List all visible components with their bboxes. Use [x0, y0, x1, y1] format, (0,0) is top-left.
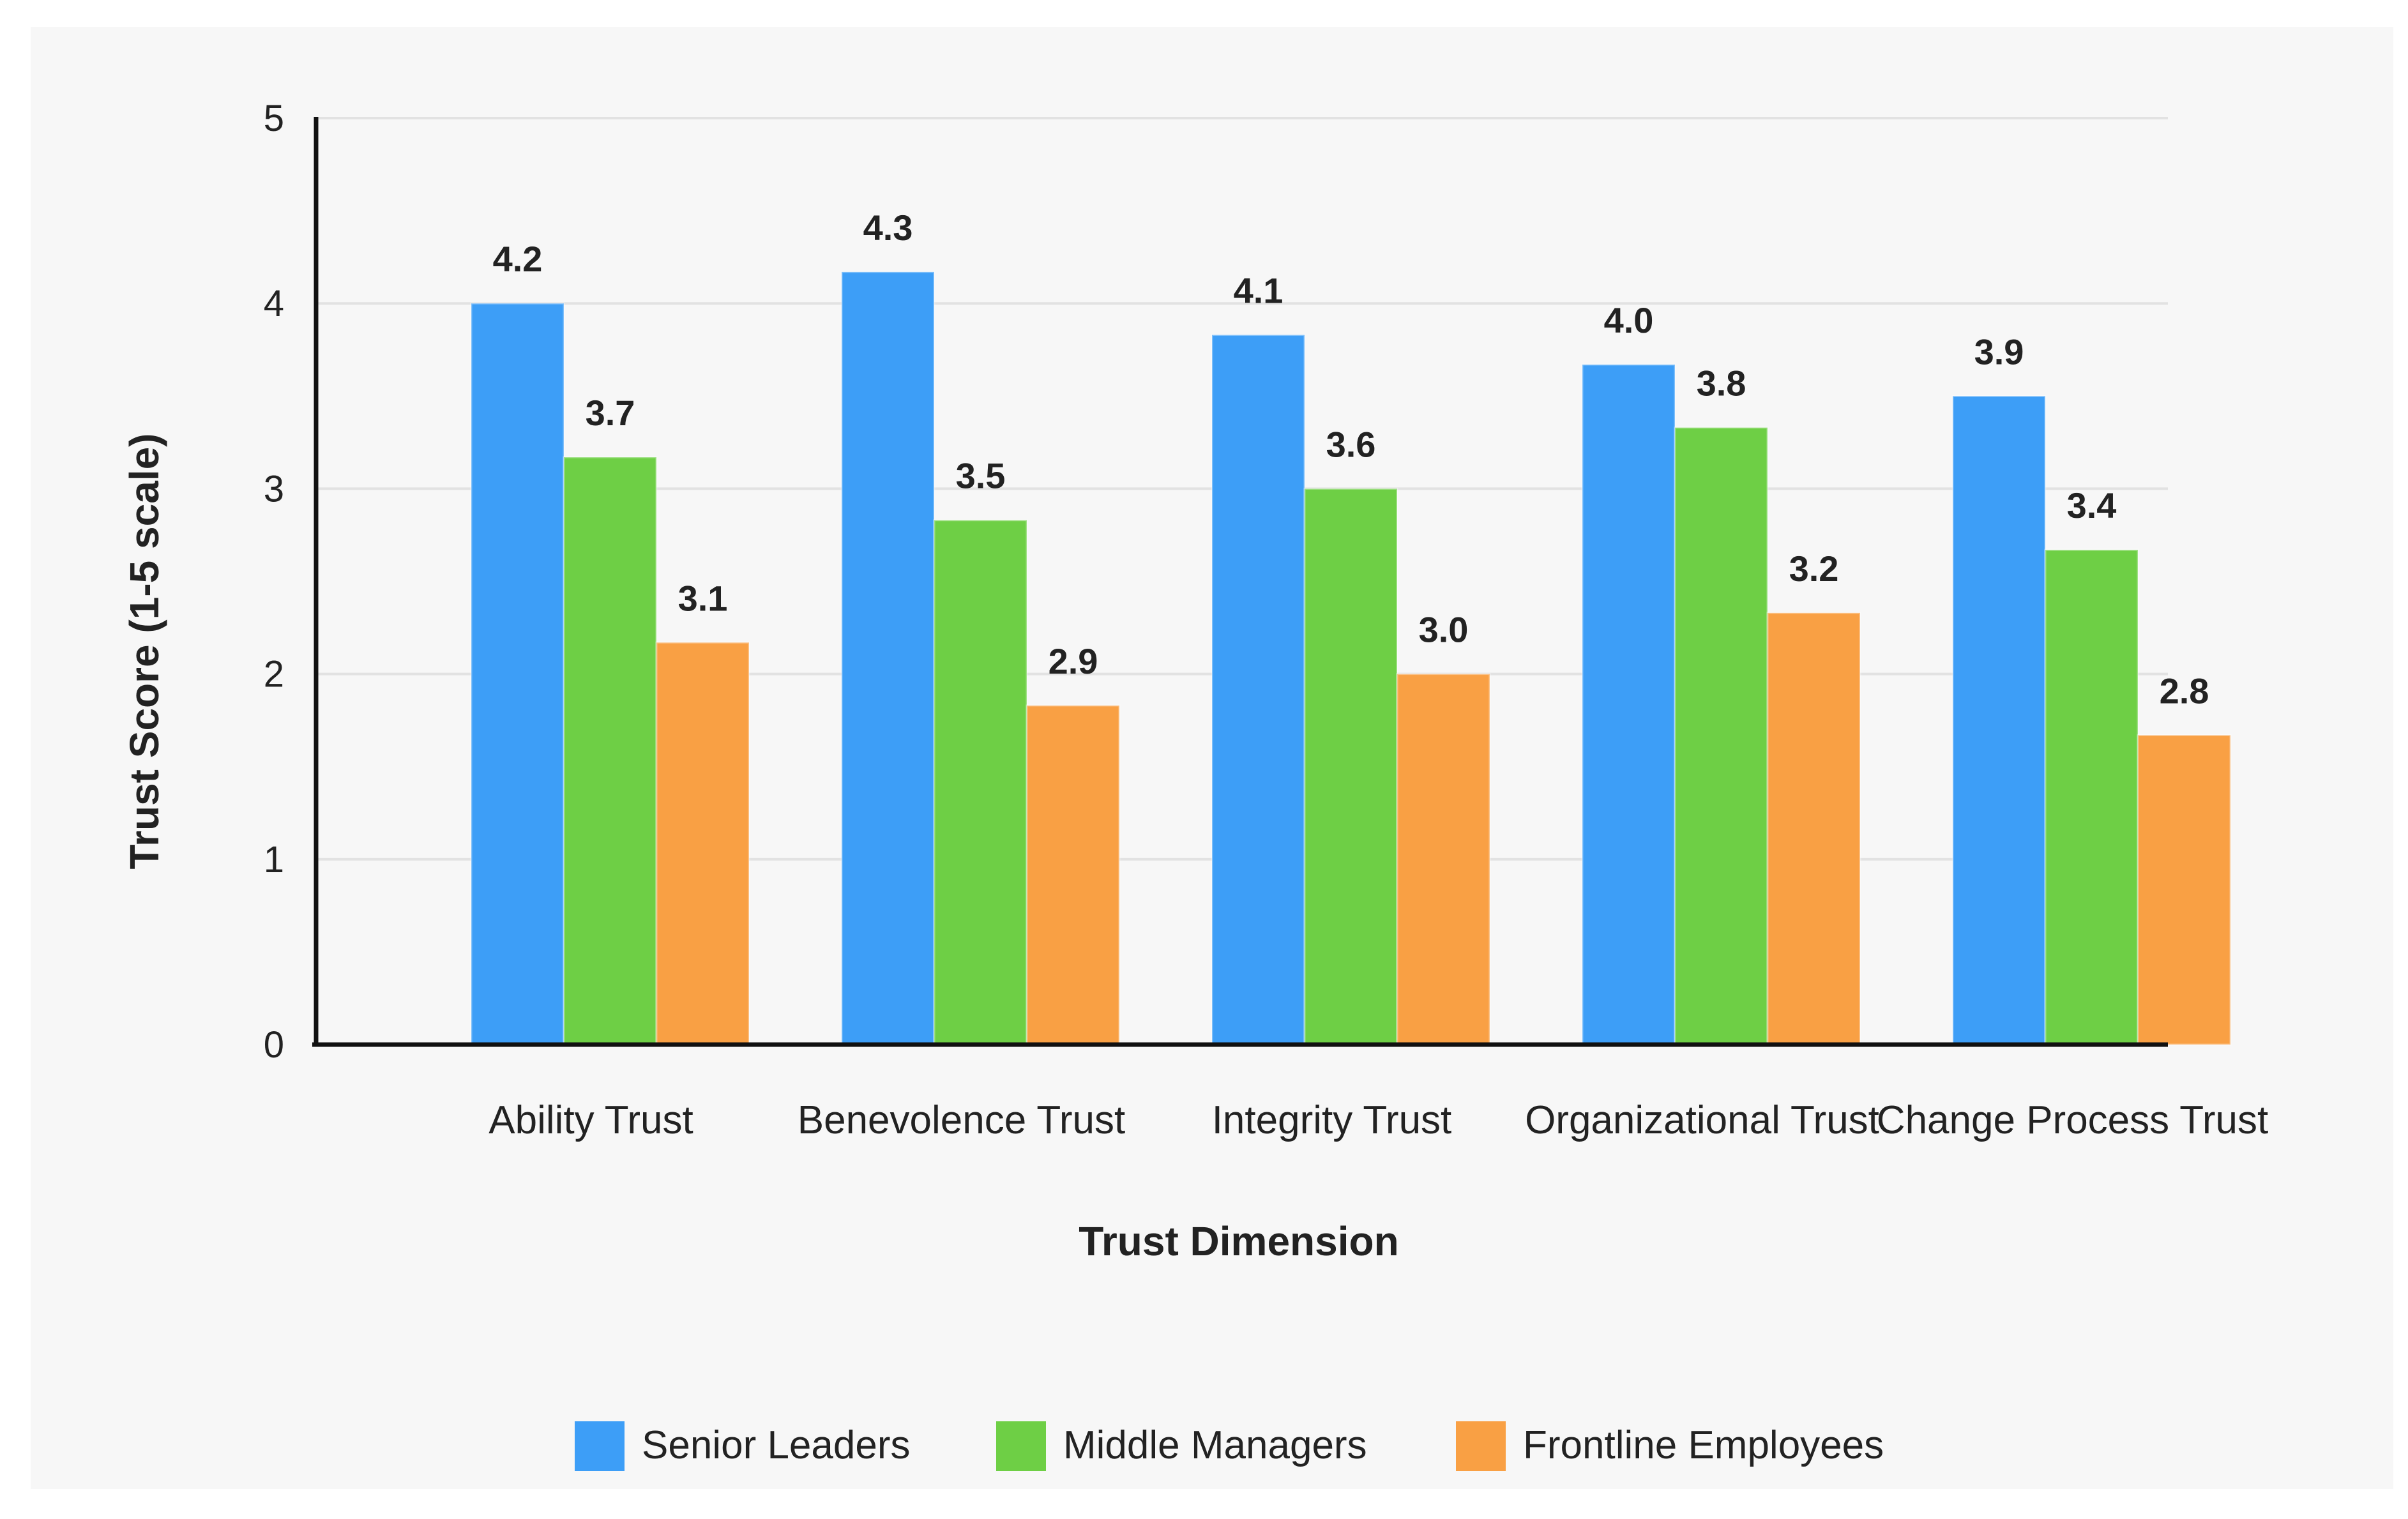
- x-tick-label: Change Process Trust: [1877, 1098, 2268, 1142]
- bar-frontline-employees: [1026, 704, 1121, 1046]
- data-label: 3.8: [1697, 363, 1746, 404]
- data-label: 2.9: [1049, 641, 1098, 681]
- y-axis-title: Trust Score (1-5 scale): [121, 434, 167, 870]
- data-label: 2.8: [2160, 670, 2209, 711]
- x-tick-label: Integrity Trust: [1212, 1098, 1452, 1142]
- bar-senior-leaders: [1581, 363, 1676, 1046]
- legend: Senior Leaders Middle Managers Frontline E…: [575, 1421, 1884, 1471]
- bar-middle-managers: [1674, 427, 1769, 1046]
- bar-middle-managers: [563, 456, 658, 1046]
- data-labels: 4.2 3.7 3.1 4.3 3.5 2.9 4.1 3.6 3.0 4.0 3.8 3.2 3.9 3…: [493, 208, 2209, 711]
- data-label: 4.3: [863, 208, 913, 248]
- y-tick-label: 2: [264, 654, 284, 695]
- bar-frontline-employees: [655, 641, 750, 1046]
- data-label: 3.5: [956, 456, 1006, 496]
- data-label: 4.0: [1604, 300, 1654, 340]
- data-label: 3.9: [1974, 331, 2024, 372]
- y-tick-label: 0: [264, 1024, 284, 1066]
- x-tick-label: Organizational Trust: [1525, 1098, 1879, 1142]
- legend-label: Frontline Employees: [1523, 1423, 1884, 1467]
- x-axis-title: Trust Dimension: [1079, 1218, 1398, 1264]
- y-tick-label: 4: [264, 283, 284, 324]
- bar-middle-managers: [1303, 487, 1398, 1046]
- data-label: 3.7: [586, 393, 635, 433]
- x-category-labels: Ability Trust Benevolence Trust Integrity …: [488, 1098, 2268, 1142]
- data-label: 3.0: [1419, 610, 1469, 650]
- data-label: 4.1: [1234, 271, 1284, 311]
- y-tick-label: 5: [264, 98, 284, 139]
- bar-frontline-employees: [2137, 734, 2232, 1046]
- data-label: 3.1: [678, 578, 728, 618]
- y-ticks: 0 1 2 3 4 5: [264, 98, 284, 1066]
- bar-senior-leaders: [1211, 334, 1306, 1046]
- bars-group: [470, 271, 2232, 1046]
- y-tick-label: 1: [264, 839, 284, 880]
- x-tick-label: Benevolence Trust: [798, 1098, 1126, 1142]
- x-tick-label: Ability Trust: [488, 1098, 693, 1142]
- legend-label: Senior Leaders: [642, 1423, 911, 1467]
- bar-senior-leaders: [470, 302, 565, 1046]
- bar-middle-managers: [933, 519, 1028, 1046]
- bar-senior-leaders: [840, 271, 935, 1046]
- legend-swatch: [996, 1421, 1046, 1471]
- data-label: 3.6: [1326, 424, 1376, 464]
- bar-frontline-employees: [1396, 673, 1491, 1046]
- bar-senior-leaders: [1951, 395, 2047, 1046]
- legend-swatch: [575, 1421, 625, 1471]
- legend-label: Middle Managers: [1063, 1423, 1367, 1467]
- data-label: 3.4: [2067, 485, 2117, 525]
- data-label: 4.2: [493, 239, 543, 279]
- axes-group: [312, 117, 2168, 1047]
- legend-swatch: [1456, 1421, 1506, 1471]
- bar-middle-managers: [2044, 548, 2139, 1046]
- data-label: 3.2: [1789, 548, 1839, 589]
- bar-frontline-employees: [1766, 612, 1861, 1046]
- y-tick-label: 3: [264, 468, 284, 510]
